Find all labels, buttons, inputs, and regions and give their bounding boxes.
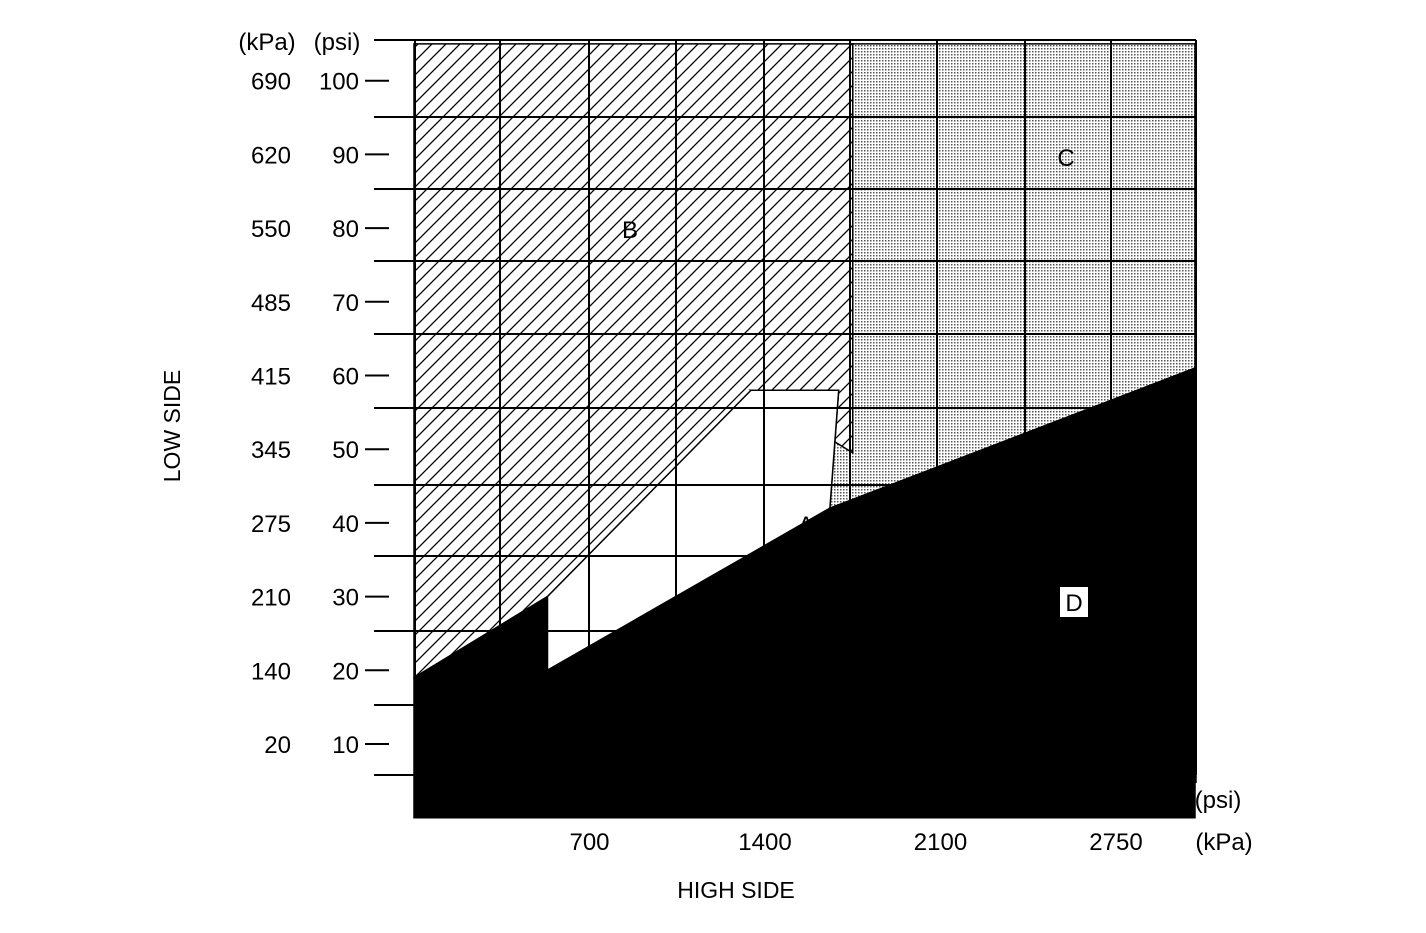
- y-tick-label-psi: 60: [332, 364, 359, 391]
- y-tick-label-psi: 50: [332, 437, 359, 464]
- y-tick-label-psi: 10: [332, 732, 359, 759]
- y-unit-psi: (psi): [314, 29, 361, 56]
- x-tick-label-kpa: 2100: [914, 829, 967, 856]
- y-axis-title: LOW SIDE: [159, 370, 185, 482]
- y-tick-label-kpa: 690: [251, 69, 291, 96]
- y-tick-label-psi: 90: [332, 142, 359, 169]
- y-tick-label-kpa: 275: [251, 511, 291, 538]
- x-tick-label-kpa: 700: [569, 829, 609, 856]
- x-unit-psi: (psi): [1195, 787, 1242, 814]
- y-tick-label-psi: 20: [332, 658, 359, 685]
- x-tick-label-psi: 400: [1096, 787, 1136, 814]
- y-tick-label-psi: 40: [332, 511, 359, 538]
- x-tick-label-kpa: 1400: [738, 829, 791, 856]
- plot-regions: [413, 43, 1196, 819]
- region-label-a: A: [798, 512, 814, 539]
- x-tick-label-psi: 300: [920, 787, 960, 814]
- region-d-label-box: [1060, 587, 1088, 617]
- y-unit-kpa: (kPa): [238, 29, 295, 56]
- y-tick-label-kpa: 485: [251, 290, 291, 317]
- high-side-axis: 100 700 200 1400 300 2100 400 2750 (psi) (kPa) HIG…: [569, 787, 1252, 903]
- y-tick-label-kpa: 345: [251, 437, 291, 464]
- y-tick-label-kpa: 620: [251, 142, 291, 169]
- y-tick-label-kpa: 20: [264, 732, 291, 759]
- y-tick-label-kpa: 550: [251, 216, 291, 243]
- y-tick-label-psi: 100: [319, 69, 359, 96]
- region-label-b: B: [622, 217, 638, 244]
- x-unit-kpa: (kPa): [1195, 829, 1252, 856]
- y-tick-label-kpa: 210: [251, 585, 291, 612]
- low-side-axis: (kPa) (psi) 690 100 620 90 550 80 485 70 415 60 345 5…: [159, 29, 389, 759]
- region-labels: A B C D: [622, 145, 1088, 617]
- x-tick-label-psi: 100: [569, 787, 609, 814]
- x-tick-label-kpa: 2750: [1089, 829, 1142, 856]
- region-label-c: C: [1057, 145, 1074, 172]
- y-tick-label-psi: 30: [332, 585, 359, 612]
- y-tick-label-psi: 70: [332, 290, 359, 317]
- x-axis-title: HIGH SIDE: [677, 877, 795, 903]
- y-tick-label-kpa: 140: [251, 658, 291, 685]
- plot-grid: [374, 39, 1197, 783]
- y-tick-label-psi: 80: [332, 216, 359, 243]
- y-tick-label-kpa: 415: [251, 364, 291, 391]
- region-label-d: D: [1065, 590, 1082, 617]
- x-tick-label-psi: 200: [745, 787, 785, 814]
